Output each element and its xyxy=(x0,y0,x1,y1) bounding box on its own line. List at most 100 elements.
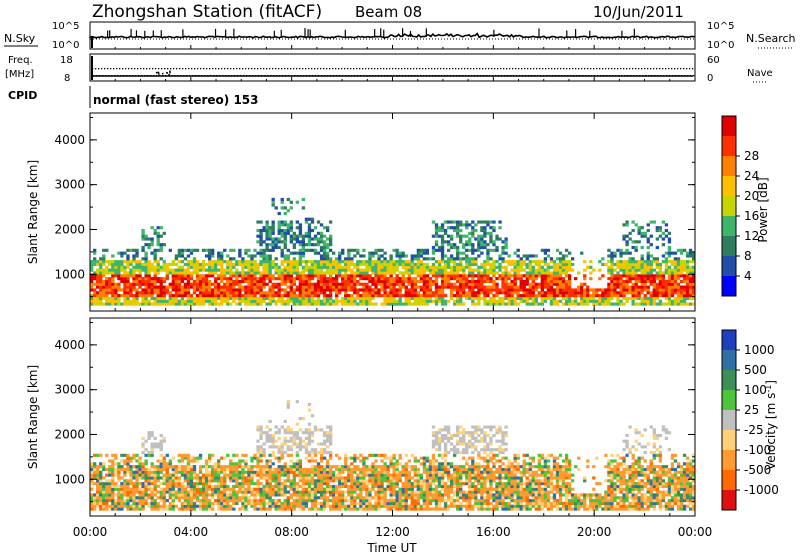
heatmap-cell xyxy=(374,265,378,269)
heatmap-cell xyxy=(498,257,502,261)
heatmap-cell xyxy=(567,265,572,269)
heatmap-cell xyxy=(392,282,396,286)
heatmap-cell xyxy=(108,271,112,275)
heatmap-cell xyxy=(232,294,236,298)
heatmap-cell xyxy=(289,200,293,204)
heatmap-cell xyxy=(144,490,148,494)
heatmap-cell xyxy=(543,271,548,275)
heatmap-cell xyxy=(244,260,248,264)
heatmap-cell xyxy=(289,487,293,491)
heatmap-cell xyxy=(201,487,206,491)
heatmap-cell xyxy=(422,299,427,303)
heatmap-cell xyxy=(691,271,696,275)
heatmap-cell xyxy=(546,248,551,252)
heatmap-cell xyxy=(664,291,669,295)
heatmap-cell xyxy=(286,425,290,429)
heatmap-cell xyxy=(195,456,200,460)
heatmap-cell xyxy=(549,277,554,281)
heatmap-cell xyxy=(286,499,290,503)
heatmap-cell xyxy=(564,296,569,300)
heatmap-cell xyxy=(661,294,666,298)
heatmap-cell xyxy=(437,262,442,267)
heatmap-cell xyxy=(271,245,275,250)
heatmap-cell xyxy=(244,296,248,300)
heatmap-cell xyxy=(153,282,157,286)
heatmap-cell xyxy=(189,496,194,500)
heatmap-cell xyxy=(304,291,309,295)
heatmap-cell xyxy=(114,262,118,267)
heatmap-cell xyxy=(652,257,656,261)
heatmap-cell xyxy=(232,493,236,497)
heatmap-cell xyxy=(446,285,451,289)
heatmap-cell xyxy=(350,482,354,486)
heatmap-cell xyxy=(298,271,303,275)
heatmap-cell xyxy=(492,274,496,278)
heatmap-cell xyxy=(283,279,287,284)
heatmap-cell xyxy=(328,433,333,438)
heatmap-cell xyxy=(126,470,130,474)
heatmap-cell xyxy=(147,243,151,247)
heatmap-cell xyxy=(601,262,605,267)
heatmap-cell xyxy=(344,459,348,463)
heatmap-cell xyxy=(256,251,260,255)
heatmap-cell xyxy=(313,294,318,298)
heatmap-cell xyxy=(247,285,251,289)
heatmap-cell xyxy=(480,296,484,300)
heatmap-cell xyxy=(688,260,693,264)
heatmap-cell xyxy=(117,479,121,483)
heatmap-cell xyxy=(298,448,303,452)
heatmap-cell xyxy=(353,296,357,300)
heatmap-cell xyxy=(141,484,145,489)
heatmap-cell xyxy=(174,271,179,275)
heatmap-cell xyxy=(174,496,179,500)
heatmap-cell xyxy=(295,277,300,281)
heatmap-cell xyxy=(201,484,206,489)
heatmap-cell xyxy=(325,499,330,503)
heatmap-cell xyxy=(298,291,303,295)
heatmap-cell xyxy=(325,296,330,300)
heatmap-cell xyxy=(304,476,309,480)
heatmap-cell xyxy=(634,302,638,306)
heatmap-cell xyxy=(691,302,696,306)
heatmap-cell xyxy=(431,234,436,238)
heatmap-cell xyxy=(105,294,109,298)
heatmap-cell xyxy=(365,277,369,281)
heatmap-cell xyxy=(344,465,348,469)
heatmap-cell xyxy=(207,507,212,511)
heatmap-cell xyxy=(159,470,163,474)
heatmap-cell xyxy=(189,499,194,503)
heatmap-cell xyxy=(332,465,336,469)
heatmap-cell xyxy=(310,496,315,500)
heatmap-cell xyxy=(301,268,306,272)
heatmap-cell xyxy=(471,277,475,281)
heatmap-cell xyxy=(377,279,381,284)
heatmap-cell xyxy=(525,274,529,278)
heatmap-cell xyxy=(350,504,354,508)
heatmap-cell xyxy=(114,487,118,491)
heatmap-cell xyxy=(667,231,672,235)
heatmap-cell xyxy=(96,260,100,264)
heatmap-cell xyxy=(277,299,281,303)
heatmap-cell xyxy=(265,237,269,241)
heatmap-cell xyxy=(465,262,469,267)
heatmap-cell xyxy=(268,299,272,303)
heatmap-cell xyxy=(201,265,206,269)
heatmap-cell xyxy=(353,254,357,258)
heatmap-cell xyxy=(241,487,245,491)
heatmap-cell xyxy=(310,499,315,503)
heatmap-cell xyxy=(325,487,330,491)
heatmap-cell xyxy=(332,268,336,272)
heatmap-cell xyxy=(102,490,106,494)
heatmap-cell xyxy=(150,237,154,241)
heatmap-cell xyxy=(528,265,532,269)
heatmap-cell xyxy=(658,299,663,303)
heatmap-cell xyxy=(259,467,263,472)
heatmap-cell xyxy=(350,260,354,264)
heatmap-cell xyxy=(322,265,327,269)
heatmap-cell xyxy=(229,490,233,494)
heatmap-cell xyxy=(504,245,508,250)
heatmap-cell xyxy=(404,279,408,284)
heatmap-cell xyxy=(120,262,124,267)
heatmap-cell xyxy=(685,254,690,258)
heatmap-cell xyxy=(422,277,427,281)
